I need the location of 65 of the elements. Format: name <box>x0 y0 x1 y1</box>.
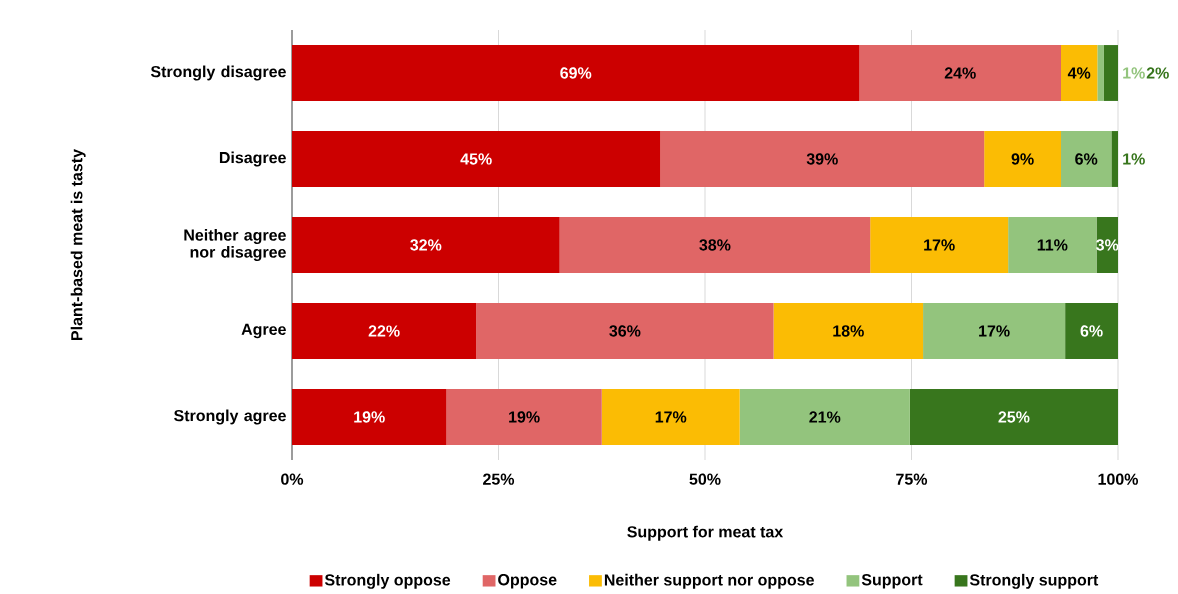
data-label: 2% <box>1146 67 1169 79</box>
bar <box>559 217 871 273</box>
data-label: 22% <box>368 325 400 337</box>
bar <box>292 389 447 445</box>
y-axis-title: Plant-based meat is tasty <box>70 149 86 340</box>
data-label: 19% <box>509 411 540 423</box>
bar <box>476 303 774 359</box>
legend-label: Strongly oppose <box>324 573 451 589</box>
data-label: 17% <box>655 411 687 423</box>
data-label: 6% <box>1080 325 1103 337</box>
y-tick-label: Disagree <box>219 151 286 167</box>
data-label: 21% <box>809 411 841 423</box>
data-label: 6% <box>1075 153 1098 165</box>
legend-label: Support <box>861 574 923 589</box>
bar <box>1008 217 1097 273</box>
bar <box>601 389 740 445</box>
bar <box>1065 303 1118 359</box>
data-label: 4% <box>1067 67 1091 79</box>
data-label: 69% <box>560 67 592 79</box>
x-tick-label: 0% <box>281 473 304 485</box>
legend-label: Oppose <box>498 574 557 589</box>
bar <box>446 389 602 445</box>
bar <box>660 131 985 187</box>
bar <box>773 303 924 359</box>
bar <box>1111 131 1118 187</box>
data-label: 17% <box>979 325 1010 337</box>
x-tick-label: 25% <box>483 473 515 485</box>
y-tick-label: Strongly disagree <box>150 65 286 81</box>
y-tick-label: Agree <box>241 323 286 339</box>
data-label: 11% <box>1037 239 1068 251</box>
data-label: 1% <box>1123 67 1145 79</box>
bar <box>1061 45 1098 101</box>
x-tick-label: 75% <box>896 473 928 485</box>
data-label: 19% <box>354 411 385 423</box>
x-tick-label: 100% <box>1098 473 1139 485</box>
data-label: 32% <box>410 239 442 251</box>
bar <box>870 217 1009 273</box>
x-axis-title: Support for meat tax <box>627 525 784 541</box>
bar <box>292 303 477 359</box>
data-label: 38% <box>699 239 731 251</box>
legend-label: Strongly support <box>969 573 1099 589</box>
y-tick-label: Neither agree nor disagree <box>184 229 286 261</box>
data-label: 9% <box>1011 153 1034 165</box>
bar <box>909 389 1118 445</box>
data-label: 17% <box>924 239 955 251</box>
data-label: 39% <box>806 153 838 165</box>
data-label: 1% <box>1123 153 1145 165</box>
bar <box>1103 45 1118 101</box>
bar <box>1061 131 1112 187</box>
bar <box>292 45 860 101</box>
bar <box>859 45 1061 101</box>
data-label: 25% <box>998 411 1030 423</box>
y-tick-label: Strongly agree <box>174 409 286 425</box>
bar <box>292 131 661 187</box>
x-tick-label: 50% <box>689 473 721 485</box>
bar <box>923 303 1066 359</box>
bar <box>1097 45 1104 101</box>
data-label: 18% <box>833 325 864 337</box>
bar <box>984 131 1061 187</box>
data-label: 36% <box>609 325 641 337</box>
data-label: 45% <box>460 153 492 165</box>
legend-label: Neither support nor oppose <box>604 573 814 589</box>
bar <box>739 389 910 445</box>
bar <box>292 217 560 273</box>
data-label: 24% <box>944 67 976 79</box>
